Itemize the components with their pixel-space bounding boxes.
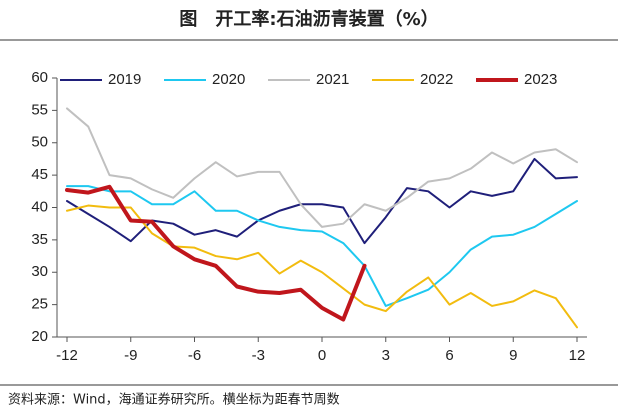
y-tick-label: 35 — [31, 231, 48, 248]
series-line — [66, 107, 578, 228]
series-line — [66, 204, 578, 329]
x-tick-label: 0 — [318, 347, 326, 364]
x-tick-label: -6 — [188, 347, 201, 364]
x-tick-label: 12 — [569, 347, 586, 364]
legend-label: 2020 — [212, 71, 245, 88]
y-tick-label: 60 — [31, 69, 48, 86]
x-tick-label: -9 — [124, 347, 137, 364]
legend-label: 2019 — [108, 71, 141, 88]
x-tick-label: 6 — [445, 347, 453, 364]
series-line — [66, 185, 578, 307]
legend-label: 2023 — [524, 71, 557, 88]
y-tick-label: 50 — [31, 134, 48, 151]
x-tick-label: 3 — [382, 347, 390, 364]
source-note: 资料来源：Wind，海通证券研究所。横坐标为距春节周数 — [8, 392, 340, 408]
y-tick-label: 55 — [31, 101, 48, 118]
y-tick-label: 20 — [31, 328, 48, 345]
y-tick-label: 25 — [31, 296, 48, 313]
chart-title: 图 开工率:石油沥青装置（%） — [179, 8, 438, 30]
x-tick-label: -3 — [252, 347, 265, 364]
y-tick-label: 45 — [31, 166, 48, 183]
series-line — [65, 184, 367, 322]
y-tick-label: 30 — [31, 263, 48, 280]
y-tick-label: 40 — [31, 198, 48, 215]
legend-label: 2021 — [316, 71, 349, 88]
x-tick-label: -12 — [56, 347, 78, 364]
legend-label: 2022 — [420, 71, 453, 88]
x-tick-label: 9 — [509, 347, 517, 364]
